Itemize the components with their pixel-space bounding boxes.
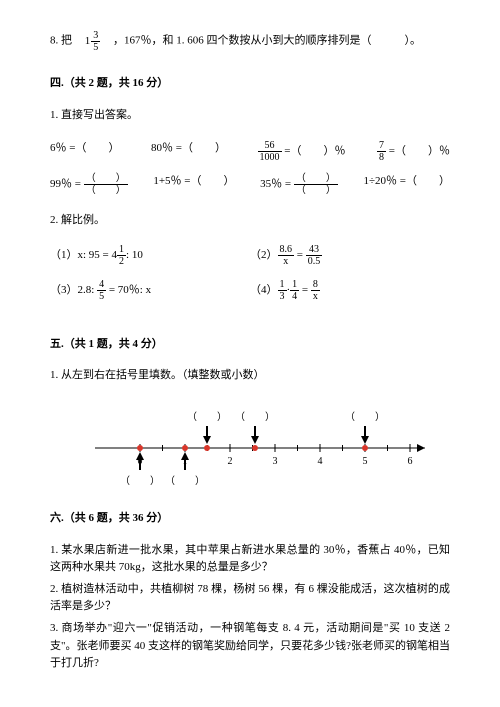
s5-q1: 1. 从左到右在括号里填数。（填整数或小数） (50, 367, 450, 385)
svg-text:6: 6 (408, 456, 413, 467)
word-problems: 1. 某水果店新进一批水果，其中苹果占新进水果总量的 30％，香蕉占 40％，已… (50, 542, 450, 673)
q8-prefix: 8. 把 (50, 35, 72, 47)
q8-mixed-fraction: 1 3 5 (85, 30, 101, 53)
s6-p1: 1. 某水果店新进一批水果，其中苹果占新进水果总量的 30％，香蕉占 40％，已… (50, 542, 450, 577)
svg-text:3: 3 (273, 456, 278, 467)
s4-q1: 1. 直接写出答案。 (50, 107, 450, 125)
section-4-title: 四.（共 2 题，共 16 分） (50, 75, 450, 93)
s4-q2: 2. 解比例。 (50, 212, 450, 230)
svg-text:（ ）: （ ） (120, 475, 160, 487)
eq-56-1000: 561000 =（ ）％ (258, 140, 346, 163)
eq-1div20: 1÷20％ =（ ） (363, 173, 450, 196)
prop-2: （2）8.6x = 430.5 (250, 244, 450, 267)
section-6-title: 六.（共 6 题，共 36 分） (50, 510, 450, 528)
eq-1plus5: 1+5％ =（ ） (153, 173, 234, 196)
svg-text:（ ）: （ ） (165, 475, 205, 487)
prop-4: （4）13·14 = 8x (250, 279, 450, 302)
s6-p2: 2. 植树造林活动中，共植柳树 78 棵，杨树 56 棵，有 6 棵没能成活，这… (50, 581, 450, 616)
eq-6pct: 6％ =（ ） (50, 140, 119, 163)
s6-p3: 3. 商场举办"迎六一"促销活动，一种钢笔每支 8. 4 元，活动期间是"买 1… (50, 620, 450, 673)
prop-1: （1）x: 95 = 412: 10 (50, 244, 250, 267)
section-5-title: 五.（共 1 题，共 4 分） (50, 336, 450, 354)
number-line-svg: 0123456（ ）（ ）（ ）（ ）（ ） (80, 403, 440, 488)
svg-text:（ ）: （ ） (235, 411, 275, 423)
s4-eq-row-1: 6％ =（ ） 80％ =（ ） 561000 =（ ）％ 78 =（ ）％ (50, 140, 450, 163)
s4-eq-row-2: 99％ = （ ）（ ） 1+5％ =（ ） 35％ = （ ）（ ） 1÷20… (50, 173, 450, 196)
svg-text:2: 2 (228, 456, 233, 467)
svg-text:（ ）: （ ） (187, 411, 227, 423)
eq-35pct: 35％ = （ ）（ ） (260, 173, 338, 196)
eq-99pct: 99％ = （ ）（ ） (50, 173, 128, 196)
q8-tail: ，167％，和 1. 606 四个数按从小到大的顺序排列是（ ）。 (113, 35, 421, 47)
eq-7-8: 78 =（ ）％ (377, 140, 450, 163)
question-8: 8. 把 1 3 5 ，167％，和 1. 606 四个数按从小到大的顺序排列是… (50, 30, 450, 53)
proportion-grid: （1）x: 95 = 412: 10 （2）8.6x = 430.5 （3）2.… (50, 244, 450, 314)
eq-80pct: 80％ =（ ） (151, 140, 226, 163)
number-line-figure: 0123456（ ）（ ）（ ）（ ）（ ） (80, 403, 450, 488)
svg-text:4: 4 (318, 456, 323, 467)
svg-text:5: 5 (363, 456, 368, 467)
svg-text:（ ）: （ ） (345, 411, 385, 423)
prop-3: （3）2.8: 45 = 70％: x (50, 279, 250, 302)
